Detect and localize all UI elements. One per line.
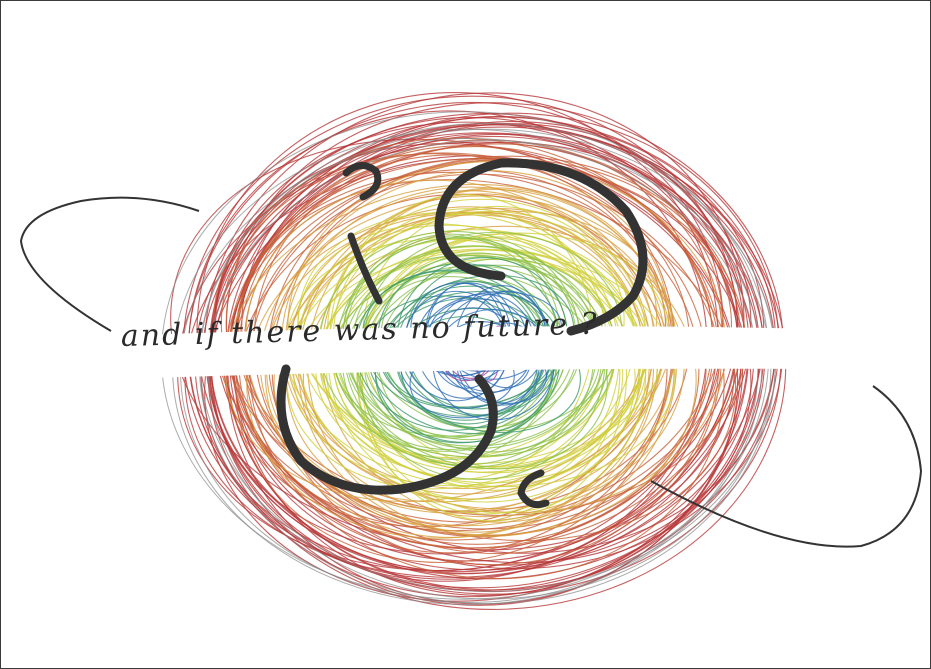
scribble-ring <box>245 179 655 527</box>
orbit-right <box>650 385 923 548</box>
swirl-top-left <box>342 162 382 201</box>
scribble-ring <box>228 171 700 545</box>
orbit-lines <box>19 196 923 548</box>
swirl-top-right <box>434 158 648 336</box>
scribble-ring <box>297 224 636 503</box>
orbit-left <box>19 196 200 332</box>
scribble-ring <box>333 232 669 468</box>
scribble-ring <box>253 146 720 555</box>
caption-band <box>121 326 821 379</box>
scribble-ring <box>245 155 741 549</box>
swirl-bottom-left <box>276 364 498 495</box>
swirl-left-vertical <box>347 232 383 305</box>
swirl-bottom-hook <box>517 469 550 509</box>
scribble-ring <box>237 145 675 554</box>
dark-swirls <box>276 158 648 509</box>
